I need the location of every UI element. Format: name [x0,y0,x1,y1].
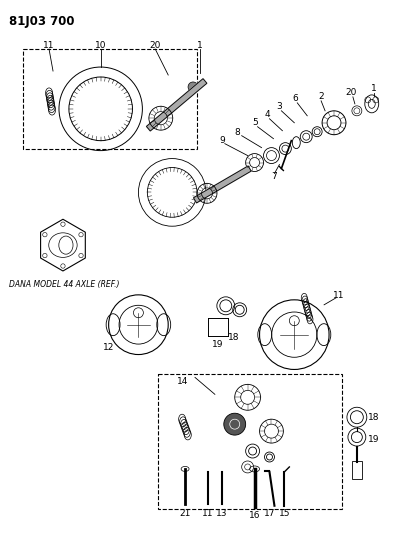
Text: 9: 9 [219,136,225,145]
Polygon shape [147,79,207,131]
Text: 3: 3 [277,102,282,111]
Text: 20: 20 [150,41,161,50]
Text: 11: 11 [333,292,345,301]
Text: 16: 16 [249,511,260,520]
Text: 20: 20 [345,88,357,98]
Bar [158,375,342,508]
Circle shape [188,82,198,92]
Text: 2: 2 [318,92,324,101]
Text: 5: 5 [253,118,258,127]
Circle shape [224,413,245,435]
Text: 4: 4 [265,110,270,119]
Text: 13: 13 [216,509,228,518]
Text: 1: 1 [371,84,377,93]
Text: 6: 6 [292,94,298,103]
Polygon shape [193,166,251,203]
Text: 81J03 700: 81J03 700 [9,15,75,28]
Text: 19: 19 [212,340,224,349]
Text: 15: 15 [279,509,290,518]
Text: 18: 18 [368,413,379,422]
Text: 11: 11 [43,41,55,50]
Text: 12: 12 [103,343,114,352]
Text: 19: 19 [368,434,379,443]
Bar [352,461,362,479]
Text: 10: 10 [95,41,106,50]
Text: 18: 18 [228,333,240,342]
Text: 8: 8 [235,128,241,137]
Bar [23,49,197,149]
Text: 17: 17 [264,509,275,518]
Text: 11: 11 [202,509,214,518]
Text: 1: 1 [197,41,203,50]
Text: DANA MODEL 44 AXLE (REF.): DANA MODEL 44 AXLE (REF.) [9,280,120,289]
Text: 21: 21 [179,509,191,518]
Text: 14: 14 [177,377,189,386]
Text: 7: 7 [271,172,277,181]
